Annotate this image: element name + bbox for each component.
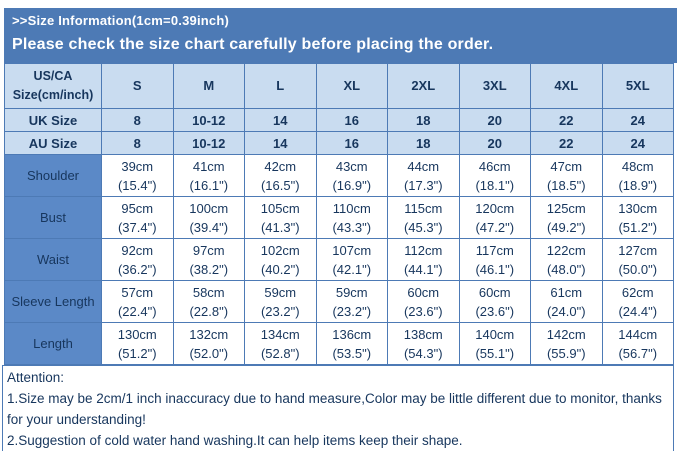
shoulder-value: 48cm (18.9")	[601, 154, 674, 197]
length-value: 130cm (51.2")	[101, 322, 174, 365]
row-label-uk-size: UK Size	[4, 108, 102, 132]
header-cell-s: S	[101, 63, 174, 109]
au-size-value: 18	[387, 131, 460, 155]
uk-size-value: 20	[458, 108, 531, 132]
waist-value: 97cm (38.2")	[172, 238, 245, 281]
header-cell-5xl: 5XL	[601, 63, 674, 109]
row-label-bust: Bust	[4, 196, 102, 239]
bust-value: 125cm (49.2")	[530, 196, 603, 239]
uk-size-value: 10-12	[172, 108, 245, 132]
length-value: 142cm (55.9")	[530, 322, 603, 365]
table-row-au-size: AU Size 8 10-12 14 16 18 20 22 24	[4, 131, 674, 155]
uk-size-value: 18	[387, 108, 460, 132]
attention-note-2: 2.Suggestion of cold water hand washing.…	[7, 432, 463, 448]
sleeve-length-value: 59cm (23.2")	[315, 280, 388, 323]
row-label-waist: Waist	[4, 238, 102, 281]
sleeve-length-value: 61cm (24.0")	[530, 280, 603, 323]
waist-value: 92cm (36.2")	[101, 238, 174, 281]
shoulder-value: 44cm (17.3")	[387, 154, 460, 197]
au-size-value: 22	[530, 131, 603, 155]
length-value: 136cm (53.5")	[315, 322, 388, 365]
bust-value: 105cm (41.3")	[244, 196, 317, 239]
row-label-sleeve-length: Sleeve Length	[4, 280, 102, 323]
shoulder-value: 43cm (16.9")	[315, 154, 388, 197]
au-size-value: 16	[315, 131, 388, 155]
table-row-shoulder: Shoulder 39cm (15.4") 41cm (16.1") 42cm …	[4, 154, 674, 197]
length-value: 134cm (52.8")	[244, 322, 317, 365]
length-value: 132cm (52.0")	[172, 322, 245, 365]
row-label-length: Length	[4, 322, 102, 365]
au-size-value: 14	[244, 131, 317, 155]
bust-value: 100cm (39.4")	[172, 196, 245, 239]
table-row-bust: Bust 95cm (37.4") 100cm (39.4") 105cm (4…	[4, 196, 674, 239]
table-row-sleeve-length: Sleeve Length 57cm (22.4") 58cm (22.8") …	[4, 280, 674, 323]
bust-value: 110cm (43.3")	[315, 196, 388, 239]
bust-value: 95cm (37.4")	[101, 196, 174, 239]
header-cell-m: M	[172, 63, 245, 109]
waist-value: 102cm (40.2")	[244, 238, 317, 281]
waist-value: 127cm (50.0")	[601, 238, 674, 281]
header-cell-us-ca: US/CA Size(cm/inch)	[4, 63, 102, 109]
attention-box: Attention: 1.Size may be 2cm/1 inch inac…	[2, 365, 674, 451]
au-size-value: 10-12	[172, 131, 245, 155]
shoulder-value: 46cm (18.1")	[458, 154, 531, 197]
waist-value: 117cm (46.1")	[458, 238, 531, 281]
sleeve-length-value: 58cm (22.8")	[172, 280, 245, 323]
table-row-length: Length 130cm (51.2") 132cm (52.0") 134cm…	[4, 322, 674, 365]
table-header-row: US/CA Size(cm/inch) S M L XL 2XL 3XL 4XL…	[4, 63, 674, 109]
shoulder-value: 41cm (16.1")	[172, 154, 245, 197]
length-value: 138cm (54.3")	[387, 322, 460, 365]
banner-subtitle: Please check the size chart carefully be…	[12, 36, 494, 53]
au-size-value: 20	[458, 131, 531, 155]
uk-size-value: 16	[315, 108, 388, 132]
uk-size-value: 24	[601, 108, 674, 132]
header-cell-4xl: 4XL	[530, 63, 603, 109]
uk-size-value: 14	[244, 108, 317, 132]
size-information-banner: >>Size Information(1cm=0.39inch) Please …	[4, 8, 677, 63]
sleeve-length-value: 57cm (22.4")	[101, 280, 174, 323]
header-cell-3xl: 3XL	[458, 63, 531, 109]
shoulder-value: 39cm (15.4")	[101, 154, 174, 197]
bust-value: 130cm (51.2")	[601, 196, 674, 239]
row-label-au-size: AU Size	[4, 131, 102, 155]
sleeve-length-value: 62cm (24.4")	[601, 280, 674, 323]
au-size-value: 8	[101, 131, 174, 155]
attention-title: Attention:	[7, 370, 65, 385]
size-chart-table: US/CA Size(cm/inch) S M L XL 2XL 3XL 4XL…	[4, 63, 674, 365]
shoulder-value: 42cm (16.5")	[244, 154, 317, 197]
sleeve-length-value: 60cm (23.6")	[387, 280, 460, 323]
uk-size-value: 8	[101, 108, 174, 132]
header-cell-xl: XL	[315, 63, 388, 109]
shoulder-value: 47cm (18.5")	[530, 154, 603, 197]
header-cell-2xl: 2XL	[387, 63, 460, 109]
length-value: 140cm (55.1")	[458, 322, 531, 365]
waist-value: 112cm (44.1")	[387, 238, 460, 281]
sleeve-length-value: 59cm (23.2")	[244, 280, 317, 323]
bust-value: 115cm (45.3")	[387, 196, 460, 239]
attention-note-1: 1.Size may be 2cm/1 inch inaccuracy due …	[7, 390, 662, 427]
header-cell-l: L	[244, 63, 317, 109]
length-value: 144cm (56.7")	[601, 322, 674, 365]
waist-value: 107cm (42.1")	[315, 238, 388, 281]
bust-value: 120cm (47.2")	[458, 196, 531, 239]
sleeve-length-value: 60cm (23.6")	[458, 280, 531, 323]
banner-title: >>Size Information(1cm=0.39inch)	[12, 13, 229, 28]
au-size-value: 24	[601, 131, 674, 155]
row-label-shoulder: Shoulder	[4, 154, 102, 197]
uk-size-value: 22	[530, 108, 603, 132]
table-row-uk-size: UK Size 8 10-12 14 16 18 20 22 24	[4, 108, 674, 132]
waist-value: 122cm (48.0")	[530, 238, 603, 281]
table-row-waist: Waist 92cm (36.2") 97cm (38.2") 102cm (4…	[4, 238, 674, 281]
